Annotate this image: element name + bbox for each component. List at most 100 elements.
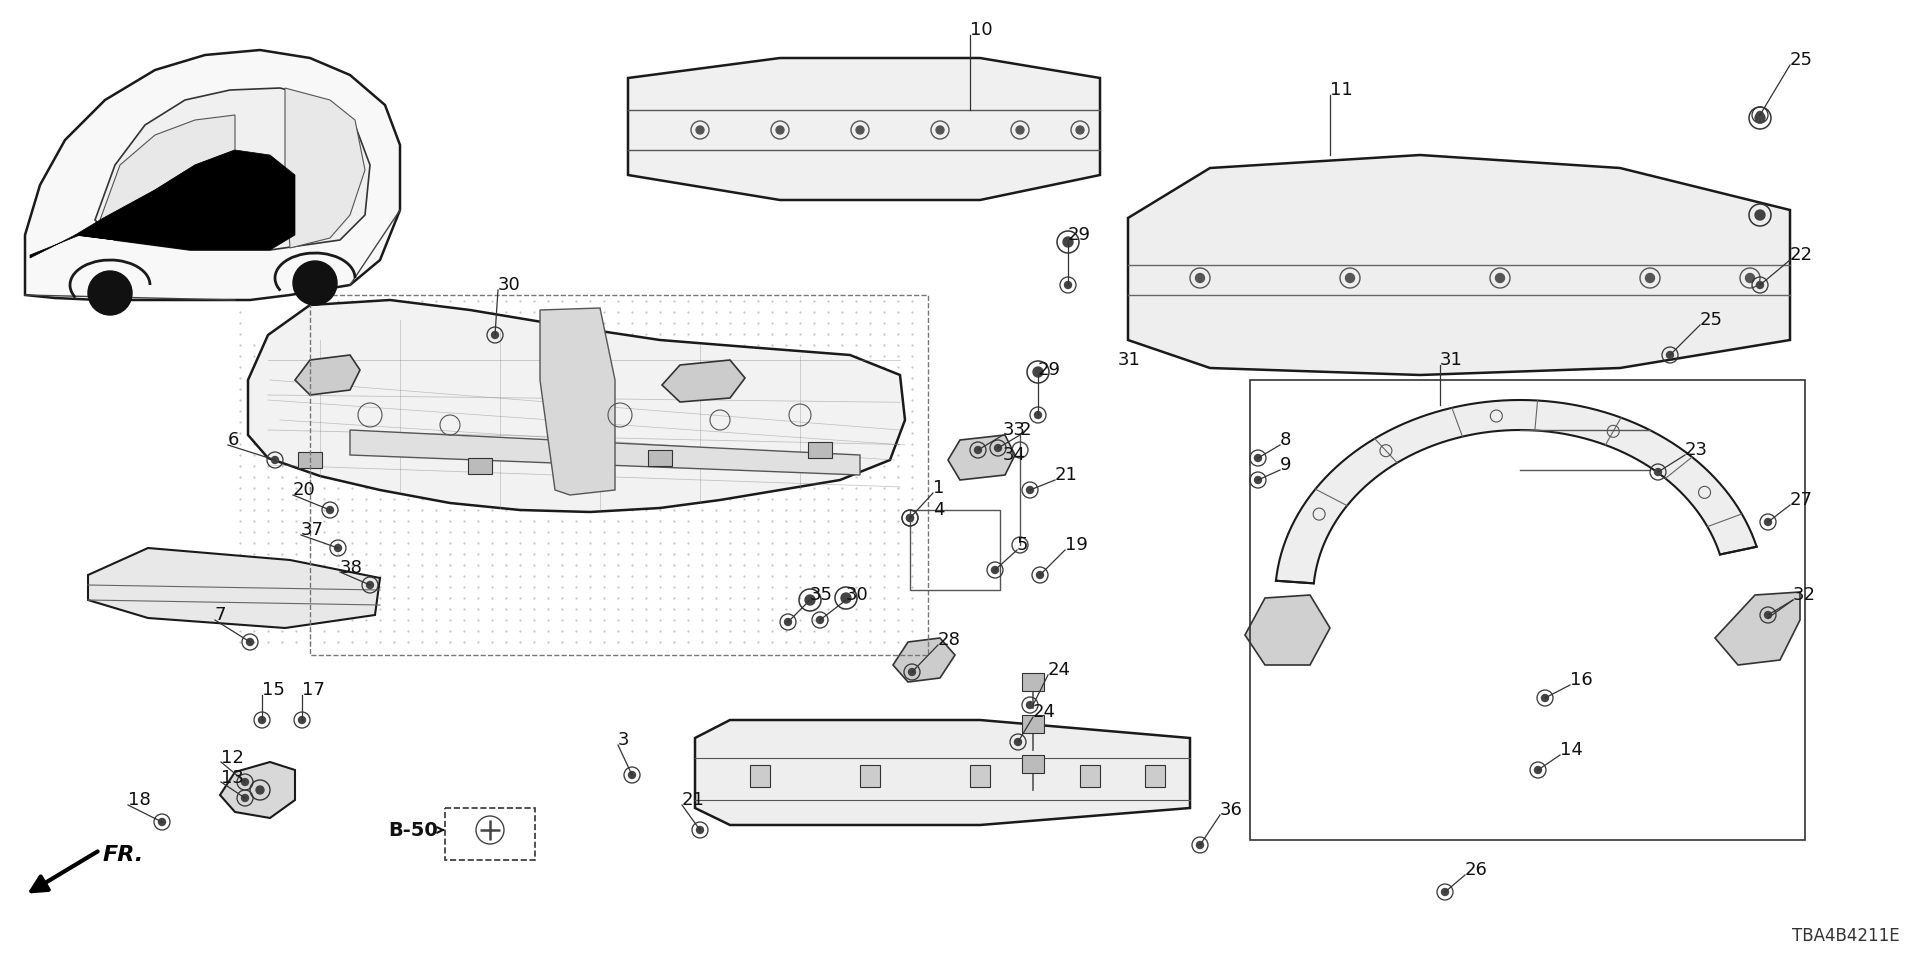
Circle shape xyxy=(695,126,705,134)
Circle shape xyxy=(1755,210,1764,220)
Text: 21: 21 xyxy=(1054,466,1077,484)
Circle shape xyxy=(255,786,265,794)
Text: 11: 11 xyxy=(1331,81,1354,99)
Text: 31: 31 xyxy=(1440,351,1463,369)
Text: 37: 37 xyxy=(301,521,324,539)
Circle shape xyxy=(1542,694,1549,702)
Circle shape xyxy=(995,444,1002,451)
Text: 25: 25 xyxy=(1789,51,1812,69)
Circle shape xyxy=(1496,274,1505,282)
Polygon shape xyxy=(100,115,234,220)
Circle shape xyxy=(937,126,945,134)
Circle shape xyxy=(908,668,916,676)
Polygon shape xyxy=(628,58,1100,200)
Text: 1: 1 xyxy=(933,479,945,497)
Circle shape xyxy=(1075,126,1085,134)
Circle shape xyxy=(628,772,636,779)
Circle shape xyxy=(298,716,305,724)
Circle shape xyxy=(1064,237,1073,247)
Bar xyxy=(751,765,770,787)
Text: B-50: B-50 xyxy=(388,821,438,839)
Polygon shape xyxy=(284,88,365,248)
Text: 36: 36 xyxy=(1219,801,1242,819)
Polygon shape xyxy=(540,308,614,495)
Bar xyxy=(298,452,323,468)
Circle shape xyxy=(1745,274,1755,282)
Circle shape xyxy=(1064,281,1071,289)
Circle shape xyxy=(1764,518,1772,525)
Text: 28: 28 xyxy=(939,631,960,649)
Circle shape xyxy=(785,618,791,626)
Polygon shape xyxy=(893,638,954,682)
Text: 16: 16 xyxy=(1571,671,1594,689)
Text: 22: 22 xyxy=(1789,246,1812,264)
Text: 24: 24 xyxy=(1048,661,1071,679)
Circle shape xyxy=(1254,476,1261,484)
Text: 15: 15 xyxy=(261,681,284,699)
Bar xyxy=(808,442,831,458)
Text: 26: 26 xyxy=(1465,861,1488,879)
Circle shape xyxy=(906,515,914,521)
Circle shape xyxy=(991,566,998,573)
Text: 14: 14 xyxy=(1559,741,1582,759)
Polygon shape xyxy=(1244,595,1331,665)
Text: 6: 6 xyxy=(228,431,240,449)
Text: 8: 8 xyxy=(1281,431,1292,449)
Text: 34: 34 xyxy=(1002,446,1025,464)
Bar xyxy=(445,808,536,860)
Circle shape xyxy=(1014,738,1021,746)
Text: 2: 2 xyxy=(1020,421,1031,439)
Circle shape xyxy=(246,638,253,645)
Polygon shape xyxy=(695,720,1190,825)
Polygon shape xyxy=(88,548,380,628)
Text: 12: 12 xyxy=(221,749,244,767)
Circle shape xyxy=(1027,702,1033,708)
Text: 30: 30 xyxy=(847,586,868,604)
Polygon shape xyxy=(296,355,361,395)
Circle shape xyxy=(1757,281,1763,289)
Bar xyxy=(1250,380,1805,840)
Text: 7: 7 xyxy=(215,606,227,624)
Polygon shape xyxy=(349,430,860,475)
Circle shape xyxy=(1442,889,1448,896)
Circle shape xyxy=(1645,274,1655,282)
Circle shape xyxy=(1755,113,1764,123)
Bar xyxy=(309,295,927,655)
Circle shape xyxy=(906,515,914,521)
Circle shape xyxy=(1027,487,1033,493)
Circle shape xyxy=(856,126,864,134)
Circle shape xyxy=(1033,367,1043,377)
Circle shape xyxy=(1016,126,1023,134)
Text: FR.: FR. xyxy=(104,845,144,865)
Circle shape xyxy=(159,819,165,826)
Circle shape xyxy=(326,507,334,514)
Polygon shape xyxy=(1715,592,1801,665)
Bar xyxy=(910,510,1000,590)
Circle shape xyxy=(804,595,814,605)
Text: 33: 33 xyxy=(1002,421,1025,439)
Text: 13: 13 xyxy=(221,769,244,787)
Circle shape xyxy=(271,457,278,464)
Text: 25: 25 xyxy=(1699,311,1722,329)
Circle shape xyxy=(259,716,265,724)
Bar xyxy=(1021,715,1044,733)
Polygon shape xyxy=(221,762,296,818)
Text: 18: 18 xyxy=(129,791,152,809)
Text: TBA4B4211E: TBA4B4211E xyxy=(1793,927,1901,945)
Text: 5: 5 xyxy=(1018,536,1029,554)
Polygon shape xyxy=(662,360,745,402)
Polygon shape xyxy=(948,435,1016,480)
Text: 29: 29 xyxy=(1068,226,1091,244)
Bar xyxy=(1079,765,1100,787)
Circle shape xyxy=(1655,468,1661,475)
Text: 29: 29 xyxy=(1039,361,1062,379)
Circle shape xyxy=(697,827,703,833)
Text: 38: 38 xyxy=(340,559,363,577)
Circle shape xyxy=(1037,571,1043,579)
Bar xyxy=(649,450,672,466)
Circle shape xyxy=(1534,766,1542,774)
Text: 24: 24 xyxy=(1033,703,1056,721)
Circle shape xyxy=(242,779,248,785)
Text: 31: 31 xyxy=(1117,351,1140,369)
Circle shape xyxy=(1764,612,1772,618)
